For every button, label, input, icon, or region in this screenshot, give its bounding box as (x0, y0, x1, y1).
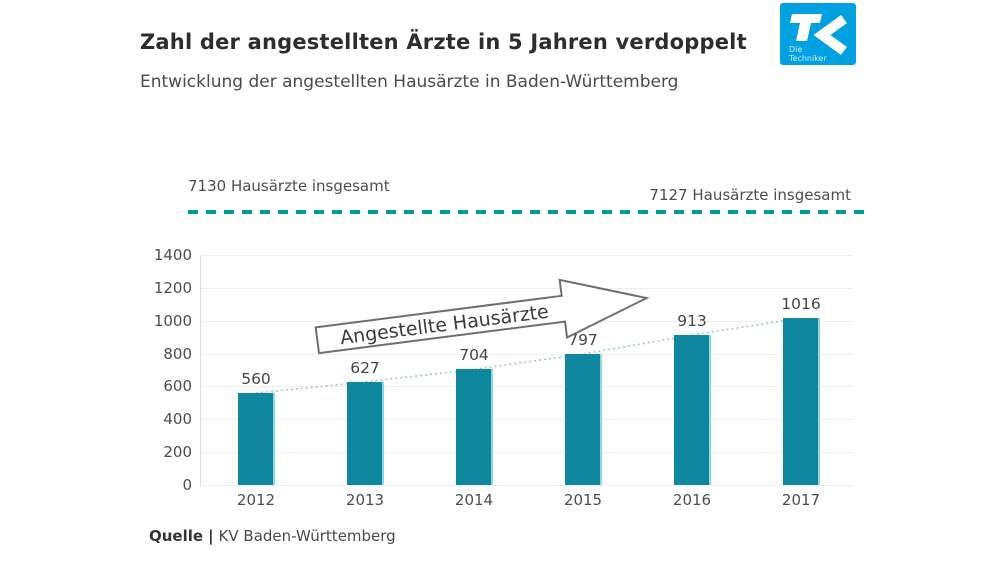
y-axis-label-600: 600 (163, 377, 192, 396)
tk-logo-caption-line2: Techniker (788, 54, 827, 63)
x-axis-label-2013: 2013 (345, 491, 385, 509)
x-axis-label-2014: 2014 (454, 491, 494, 509)
y-axis-label-1000: 1000 (153, 311, 192, 330)
page-title: Zahl der angestellten Ärzte in 5 Jahren … (140, 30, 747, 54)
gridline-600 (200, 386, 852, 388)
tk-logo-caption-line1: Die (789, 45, 802, 54)
bar-2015 (564, 354, 602, 485)
bar-value-label-2016: 913 (677, 312, 707, 330)
source-text: KV Baden-Württemberg (218, 527, 396, 545)
bar-value-label-2013: 627 (350, 358, 380, 377)
y-axis-label-1200: 1200 (153, 278, 192, 297)
gridline-0 (200, 485, 852, 486)
bar-2017 (782, 318, 820, 485)
y-axis-label-1400: 1400 (153, 246, 192, 264)
annotation-arrow-label: Angestellte Hausärzte (339, 301, 550, 350)
gridline-1400 (200, 255, 852, 256)
bar-2016 (673, 335, 711, 485)
y-axis-line (200, 255, 201, 485)
tk-logo-mark-icon: Die Techniker (788, 14, 847, 63)
gridline-1200 (200, 287, 852, 289)
source-separator: | (208, 527, 214, 545)
page-subtitle: Entwicklung der angestellten Hausärzte i… (140, 72, 679, 92)
source-prefix: Quelle (149, 527, 204, 545)
tk-logo: Die Techniker (780, 3, 856, 65)
bar-value-label-2017: 1016 (781, 295, 821, 314)
y-axis-label-800: 800 (163, 344, 192, 363)
x-axis-label-2016: 2016 (672, 491, 712, 509)
x-axis-label-2015: 2015 (563, 491, 603, 509)
y-axis-label-200: 200 (163, 443, 192, 462)
reference-left-label: 7130 Hausärzte insgesamt (188, 177, 390, 195)
source-line: Quelle | KV Baden-Württemberg (149, 527, 396, 545)
bar-value-label-2015: 797 (568, 331, 598, 350)
bar-value-label-2012: 560 (241, 370, 271, 388)
x-axis-label-2017: 2017 (781, 491, 821, 509)
y-axis-label-400: 400 (163, 410, 192, 429)
bar-value-label-2014: 704 (459, 346, 489, 365)
gridline-200 (200, 452, 852, 454)
gridline-400 (200, 419, 852, 421)
bar-2014 (455, 369, 493, 485)
reference-dashed-line (188, 210, 870, 214)
bar-2013 (346, 381, 384, 485)
gridline-800 (200, 353, 852, 355)
y-axis-label-0: 0 (182, 476, 192, 494)
annotation-arrow: Angestellte Hausärzte (311, 265, 655, 373)
x-axis-label-2012: 2012 (236, 491, 276, 509)
reference-right-label: 7127 Hausärzte insgesamt (649, 186, 851, 204)
bar-2012 (237, 393, 275, 485)
